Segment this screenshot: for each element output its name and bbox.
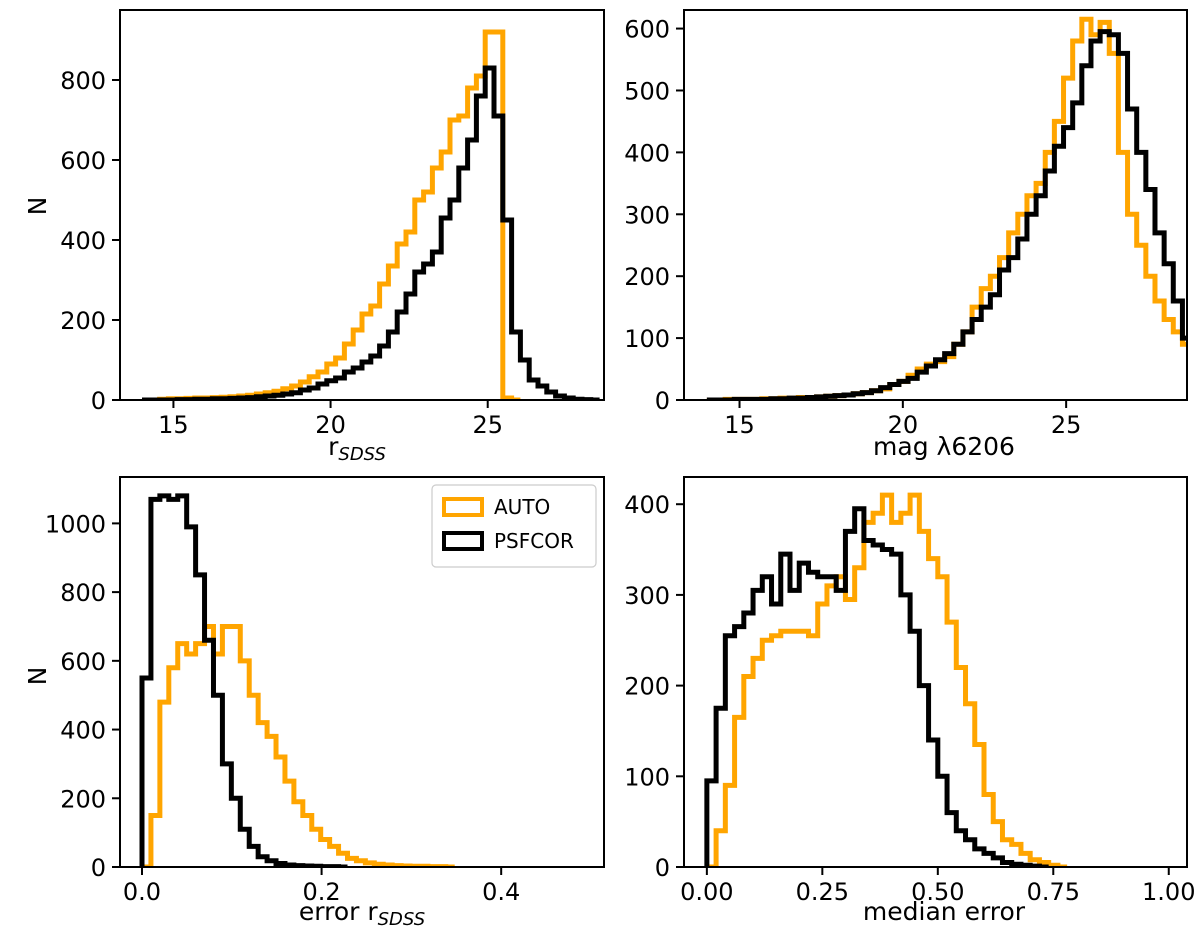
panel-r-sdss-xlabel: rSDSS — [328, 432, 386, 465]
panel-r-sdss-ylabel: N — [23, 197, 52, 216]
y-tick-label: 600 — [60, 147, 106, 175]
panel-error-r-sdss: error rSDSS N 0.0 0.2 0.4 0 200 400 600 800 1000… — [23, 476, 605, 930]
x-tick-label: 15 — [724, 411, 755, 439]
y-tick-label: 200 — [60, 785, 106, 813]
histogram-auto-error-r-sdss — [142, 623, 455, 867]
panel-median-error-xlabel: median error — [863, 897, 1026, 926]
histogram-psfcor-r-sdss — [142, 65, 600, 400]
histogram-auto-median-error — [706, 492, 1068, 867]
y-tick-label: 0 — [655, 387, 670, 415]
legend-label-psfcor: PSFCOR — [494, 529, 574, 553]
histogram-psfcor-median-error — [704, 506, 1049, 867]
legend-label-auto: AUTO — [494, 495, 550, 519]
axes-frame — [683, 476, 1188, 868]
y-tick-label: 0 — [91, 854, 106, 882]
y-tick-label: 1000 — [45, 510, 106, 538]
y-tick-label: 300 — [624, 582, 670, 610]
panel-error-r-sdss-xlabel: error rSDSS — [299, 897, 425, 930]
panel-error-r-sdss-ylabel: N — [23, 667, 52, 686]
x-tick-label: 0.75 — [1027, 878, 1080, 906]
panel-median-error: median error 0.00 0.25 0.50 0.75 1.00 0 100 200… — [624, 476, 1195, 926]
y-tick-label: 100 — [624, 325, 670, 353]
panel-mag-6206-xlabel: mag λ6206 — [873, 432, 1015, 461]
axes-frame — [119, 476, 605, 868]
panel-mag-6206: mag λ6206 15 20 25 0 100 200 300 400 500 600 — [624, 9, 1188, 461]
x-tick-label: 0.2 — [303, 878, 341, 906]
y-tick-label: 0 — [91, 387, 106, 415]
y-tick-label: 300 — [624, 201, 670, 229]
legend-box — [431, 484, 597, 568]
y-tick-label: 600 — [60, 648, 106, 676]
y-tick-label: 400 — [624, 139, 670, 167]
x-tick-label: 1.00 — [1142, 878, 1195, 906]
x-tick-label: 20 — [888, 411, 919, 439]
axes-frame — [683, 9, 1188, 401]
legend-swatch-psfcor — [442, 531, 484, 551]
x-tick-label: 0.0 — [123, 878, 161, 906]
x-tick-label: 0.00 — [680, 878, 733, 906]
x-tick-label: 15 — [158, 411, 189, 439]
x-tick-label: 0.4 — [482, 878, 520, 906]
y-tick-label: 400 — [624, 491, 670, 519]
y-tick-label: 200 — [624, 673, 670, 701]
x-tick-label: 25 — [1051, 411, 1082, 439]
histogram-psfcor-error-r-sdss — [139, 493, 348, 867]
histogram-auto-r-sdss — [142, 29, 521, 400]
x-tick-label: 0.50 — [911, 878, 964, 906]
y-tick-label: 100 — [624, 763, 670, 791]
legend: AUTO PSFCOR — [431, 484, 597, 568]
panel-r-sdss: rSDSS N 15 20 25 0 200 400 600 800 — [23, 9, 605, 465]
y-tick-label: 800 — [60, 579, 106, 607]
y-tick-label: 500 — [624, 77, 670, 105]
x-tick-label: 20 — [315, 411, 346, 439]
histogram-psfcor-mag-6206 — [706, 29, 1187, 400]
y-tick-label: 200 — [60, 307, 106, 335]
x-tick-label: 25 — [472, 411, 503, 439]
axes-frame — [119, 9, 605, 401]
legend-swatch-auto — [442, 497, 484, 517]
y-tick-label: 0 — [655, 854, 670, 882]
y-tick-label: 400 — [60, 227, 106, 255]
x-tick-label: 0.25 — [796, 878, 849, 906]
y-tick-label: 800 — [60, 67, 106, 95]
y-tick-label: 600 — [624, 16, 670, 44]
y-tick-label: 400 — [60, 717, 106, 745]
y-tick-label: 200 — [624, 263, 670, 291]
